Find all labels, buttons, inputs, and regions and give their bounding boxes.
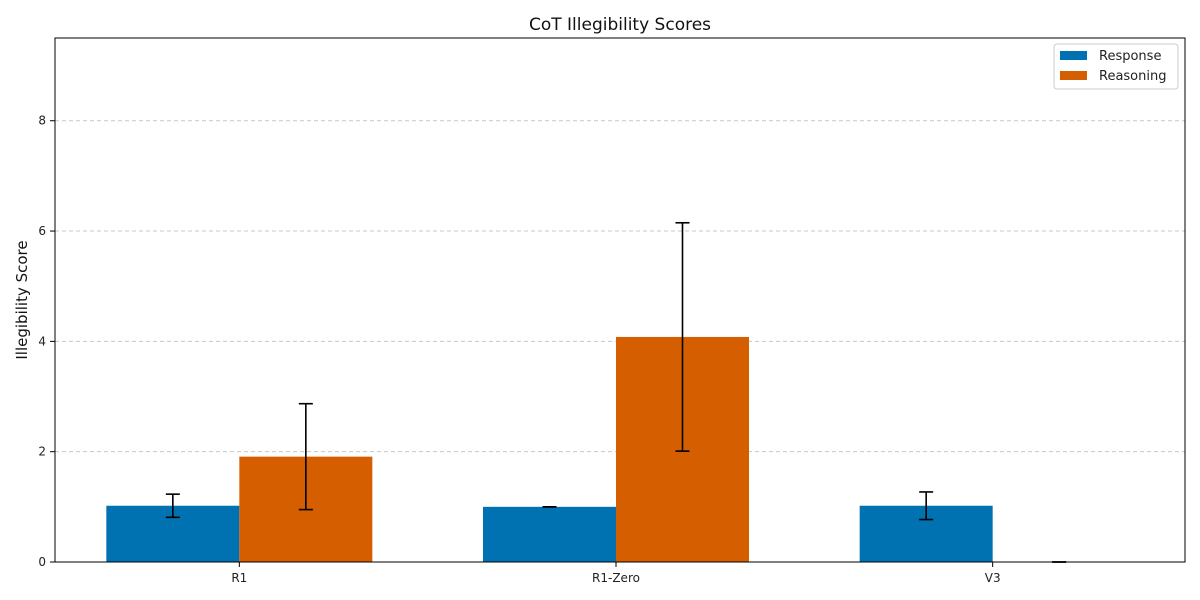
plot-frame <box>54 37 1186 563</box>
y-tick-label-0: 0 <box>38 555 46 569</box>
legend: Response Reasoning <box>1053 43 1179 90</box>
legend-swatch-response <box>1060 51 1087 60</box>
x-tick-label-R1: R1 <box>231 571 247 585</box>
bar-response-R1-Zero <box>483 506 616 562</box>
x-tick-label-R1-Zero: R1-Zero <box>592 571 640 585</box>
y-tick-label-8: 8 <box>38 114 46 128</box>
legend-swatch-reasoning <box>1060 71 1087 80</box>
y-axis-ticks: 0 2 4 6 8 <box>38 114 55 569</box>
legend-label-reasoning: Reasoning <box>1099 69 1166 84</box>
y-tick-label-2: 2 <box>38 445 46 459</box>
y-tick-label-4: 4 <box>38 334 46 348</box>
legend-label-response: Response <box>1099 49 1161 64</box>
y-tick-label-6: 6 <box>38 224 46 238</box>
chart-title: CoT Illegibility Scores <box>529 15 711 35</box>
x-axis-ticks: R1 R1-Zero V3 <box>231 562 1001 585</box>
bars <box>106 336 993 562</box>
x-tick-label-V3: V3 <box>985 571 1001 585</box>
grid-lines <box>55 120 1185 453</box>
y-axis-label: Illegibility Score <box>13 240 31 359</box>
